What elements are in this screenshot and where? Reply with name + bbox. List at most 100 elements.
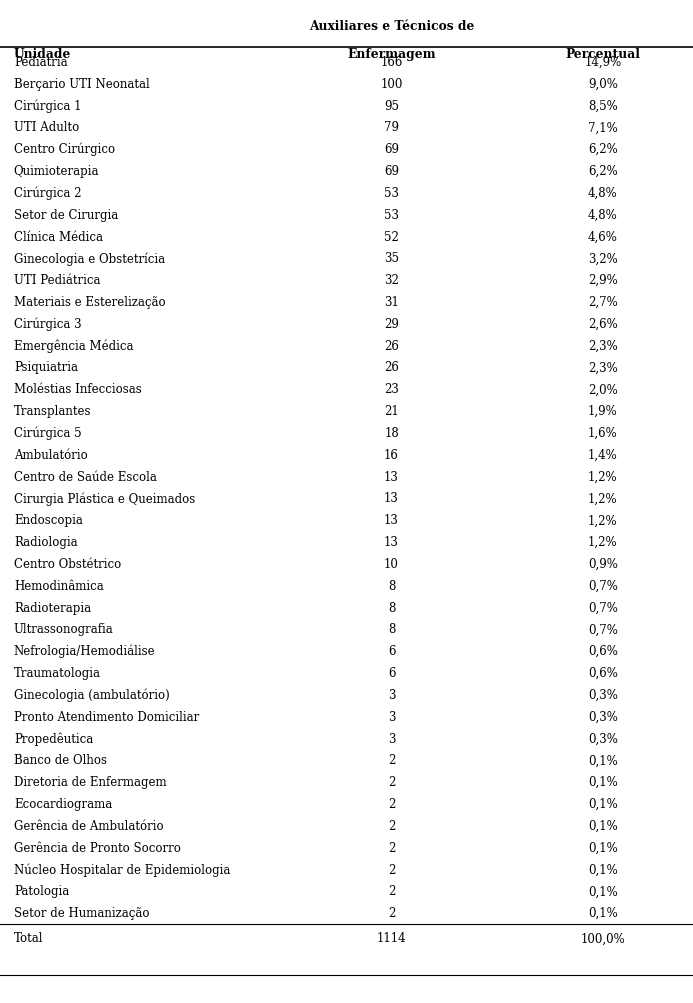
Text: 2: 2: [388, 819, 395, 832]
Text: 79: 79: [384, 121, 399, 134]
Text: 2: 2: [388, 863, 395, 876]
Text: Propedêutica: Propedêutica: [14, 731, 93, 745]
Text: 2: 2: [388, 797, 395, 810]
Text: Cirúrgica 1: Cirúrgica 1: [14, 99, 81, 112]
Text: Cirúrgica 2: Cirúrgica 2: [14, 187, 81, 200]
Text: Gerência de Pronto Socorro: Gerência de Pronto Socorro: [14, 841, 181, 854]
Text: 2: 2: [388, 775, 395, 788]
Text: Cirúrgica 3: Cirúrgica 3: [14, 317, 82, 331]
Text: Ginecologia e Obstetrícia: Ginecologia e Obstetrícia: [14, 252, 165, 266]
Text: 32: 32: [384, 274, 399, 287]
Text: 0,9%: 0,9%: [588, 558, 618, 571]
Text: 6,2%: 6,2%: [588, 143, 617, 156]
Text: 26: 26: [384, 339, 399, 352]
Text: 0,3%: 0,3%: [588, 732, 618, 745]
Text: Pronto Atendimento Domiciliar: Pronto Atendimento Domiciliar: [14, 710, 199, 723]
Text: 0,6%: 0,6%: [588, 645, 618, 658]
Text: 0,1%: 0,1%: [588, 841, 617, 854]
Text: 23: 23: [384, 383, 399, 396]
Text: 0,1%: 0,1%: [588, 775, 617, 788]
Text: Quimioterapia: Quimioterapia: [14, 164, 99, 178]
Text: 0,7%: 0,7%: [588, 579, 618, 592]
Text: Nefrologia/Hemodiálise: Nefrologia/Hemodiálise: [14, 644, 155, 658]
Text: 0,6%: 0,6%: [588, 666, 618, 679]
Text: 4,8%: 4,8%: [588, 187, 617, 200]
Text: 1,6%: 1,6%: [588, 426, 617, 439]
Text: Transplantes: Transplantes: [14, 405, 91, 417]
Text: 2: 2: [388, 753, 395, 766]
Text: 35: 35: [384, 252, 399, 265]
Text: 1,4%: 1,4%: [588, 448, 617, 461]
Text: 2,6%: 2,6%: [588, 318, 617, 330]
Text: 2,0%: 2,0%: [588, 383, 617, 396]
Text: 100: 100: [380, 77, 403, 90]
Text: 0,1%: 0,1%: [588, 885, 617, 898]
Text: Patologia: Patologia: [14, 885, 69, 898]
Text: 69: 69: [384, 164, 399, 178]
Text: Radioterapia: Radioterapia: [14, 601, 91, 614]
Text: 1,2%: 1,2%: [588, 470, 617, 483]
Text: Total: Total: [14, 932, 44, 945]
Text: Traumatologia: Traumatologia: [14, 666, 101, 679]
Text: Radiologia: Radiologia: [14, 536, 78, 549]
Text: 8: 8: [388, 623, 395, 636]
Text: 2: 2: [388, 841, 395, 854]
Text: UTI Adulto: UTI Adulto: [14, 121, 79, 134]
Text: 3,2%: 3,2%: [588, 252, 617, 265]
Text: 14,9%: 14,9%: [584, 56, 622, 69]
Text: Diretoria de Enfermagem: Diretoria de Enfermagem: [14, 775, 166, 788]
Text: 1114: 1114: [377, 932, 406, 945]
Text: Ambulatório: Ambulatório: [14, 448, 87, 461]
Text: 166: 166: [380, 56, 403, 69]
Text: Hemodinâmica: Hemodinâmica: [14, 579, 104, 592]
Text: Percentual: Percentual: [565, 48, 640, 61]
Text: Banco de Olhos: Banco de Olhos: [14, 753, 107, 766]
Text: 26: 26: [384, 361, 399, 374]
Text: 2: 2: [388, 885, 395, 898]
Text: 6,2%: 6,2%: [588, 164, 617, 178]
Text: Núcleo Hospitalar de Epidemiologia: Núcleo Hospitalar de Epidemiologia: [14, 863, 230, 876]
Text: 2,9%: 2,9%: [588, 274, 617, 287]
Text: 4,6%: 4,6%: [588, 231, 618, 244]
Text: 1,2%: 1,2%: [588, 491, 617, 505]
Text: 1,2%: 1,2%: [588, 536, 617, 549]
Text: 2,3%: 2,3%: [588, 339, 617, 352]
Text: 13: 13: [384, 514, 399, 527]
Text: 1,2%: 1,2%: [588, 514, 617, 527]
Text: 31: 31: [384, 296, 399, 309]
Text: 0,3%: 0,3%: [588, 688, 618, 701]
Text: 7,1%: 7,1%: [588, 121, 617, 134]
Text: Unidade: Unidade: [14, 48, 71, 61]
Text: Ultrassonografia: Ultrassonografia: [14, 623, 114, 636]
Text: Enfermagem: Enfermagem: [347, 48, 436, 61]
Text: 2: 2: [388, 907, 395, 920]
Text: Moléstias Infecciosas: Moléstias Infecciosas: [14, 383, 141, 396]
Text: Auxiliares e Técnicos de: Auxiliares e Técnicos de: [309, 20, 474, 33]
Text: 16: 16: [384, 448, 399, 461]
Text: 6: 6: [388, 645, 395, 658]
Text: 0,3%: 0,3%: [588, 710, 618, 723]
Text: 4,8%: 4,8%: [588, 209, 617, 222]
Text: 0,1%: 0,1%: [588, 753, 617, 766]
Text: 6: 6: [388, 666, 395, 679]
Text: Cirúrgica 5: Cirúrgica 5: [14, 426, 82, 439]
Text: Pediatria: Pediatria: [14, 56, 67, 69]
Text: Setor de Humanização: Setor de Humanização: [14, 907, 150, 920]
Text: Gerência de Ambulatório: Gerência de Ambulatório: [14, 819, 164, 832]
Text: 13: 13: [384, 536, 399, 549]
Text: Ecocardiograma: Ecocardiograma: [14, 797, 112, 810]
Text: 10: 10: [384, 558, 399, 571]
Text: 0,1%: 0,1%: [588, 819, 617, 832]
Text: Psiquiatria: Psiquiatria: [14, 361, 78, 374]
Text: 13: 13: [384, 470, 399, 483]
Text: Centro Cirúrgico: Centro Cirúrgico: [14, 142, 115, 156]
Text: 29: 29: [384, 318, 399, 330]
Text: Emergência Médica: Emergência Médica: [14, 339, 133, 352]
Text: Setor de Cirurgia: Setor de Cirurgia: [14, 209, 118, 222]
Text: 0,7%: 0,7%: [588, 623, 618, 636]
Text: 69: 69: [384, 143, 399, 156]
Text: 100,0%: 100,0%: [581, 932, 625, 945]
Text: Centro de Saúde Escola: Centro de Saúde Escola: [14, 470, 157, 483]
Text: UTI Pediátrica: UTI Pediátrica: [14, 274, 100, 287]
Text: Centro Obstétrico: Centro Obstétrico: [14, 558, 121, 571]
